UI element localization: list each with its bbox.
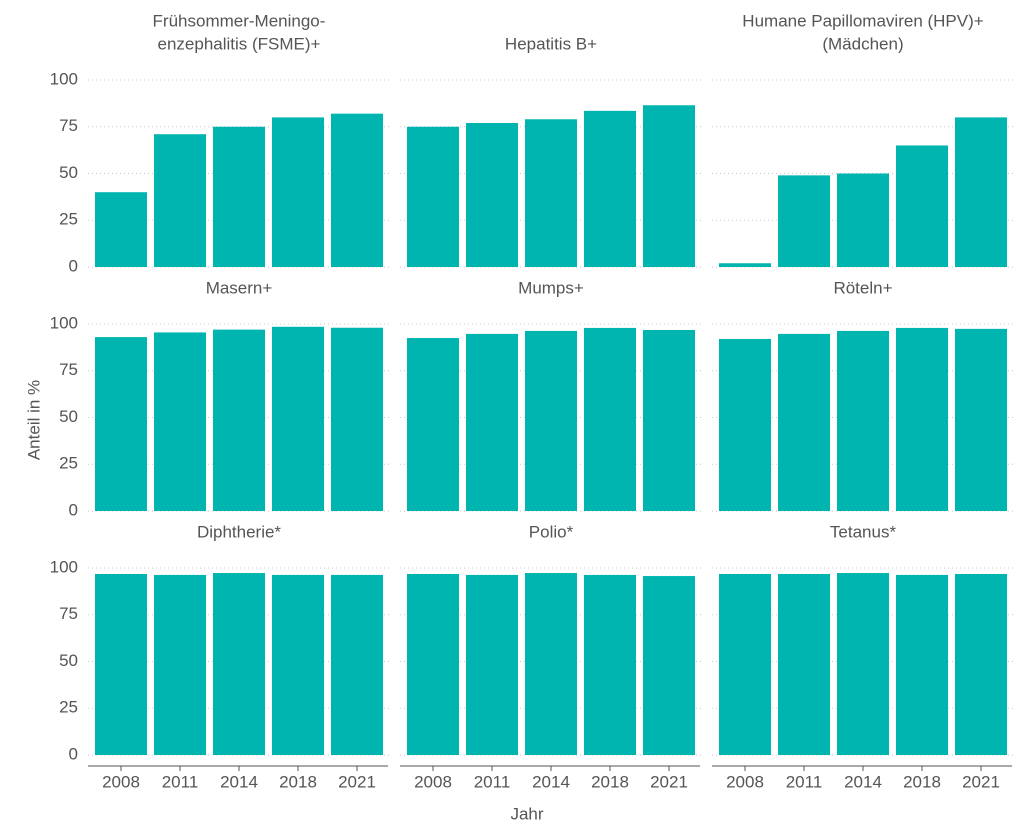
bar [896, 574, 948, 755]
bar [525, 119, 577, 268]
panel-title: Tetanus* [830, 522, 897, 541]
bar [466, 574, 518, 755]
bar [584, 110, 636, 267]
panel-title: Diphtherie* [197, 522, 281, 541]
x-tick-label: 2011 [162, 772, 199, 791]
bar [896, 145, 948, 267]
bar [331, 327, 383, 511]
bar [213, 126, 265, 267]
panel-title: Masern+ [206, 278, 273, 297]
bar [719, 573, 771, 755]
x-tick-label: 2021 [650, 772, 688, 791]
panel-title: Röteln+ [833, 278, 892, 297]
x-tick-label: 2018 [279, 772, 317, 791]
x-tick-label: 2008 [102, 772, 140, 791]
panel-title: Polio* [529, 522, 574, 541]
x-tick-label: 2014 [220, 772, 258, 791]
bar [95, 337, 147, 511]
y-tick-label: 0 [69, 500, 78, 519]
bar [407, 338, 459, 511]
bar [407, 573, 459, 755]
y-tick-label: 0 [69, 744, 78, 763]
bar [213, 573, 265, 755]
y-tick-label: 50 [59, 651, 78, 670]
bar [525, 330, 577, 511]
panel-title: enzephalitis (FSME)+ [158, 34, 321, 53]
bar [272, 326, 324, 511]
panel-title: Frühsommer-Meningo- [153, 11, 326, 30]
bar [643, 105, 695, 268]
y-tick-label: 75 [59, 116, 78, 135]
bar [955, 328, 1007, 511]
bar [213, 329, 265, 511]
panel-title: Humane Papillomaviren (HPV)+ [742, 11, 983, 30]
y-tick-label: 100 [50, 557, 78, 576]
bar [643, 329, 695, 511]
panel-title: Mumps+ [518, 278, 584, 297]
bar [955, 117, 1007, 268]
bar [272, 574, 324, 755]
x-tick-label: 2008 [726, 772, 764, 791]
bar [837, 330, 889, 511]
bar [955, 573, 1007, 755]
x-tick-label: 2014 [532, 772, 570, 791]
bar [584, 327, 636, 511]
x-tick-label: 2021 [962, 772, 1000, 791]
bar [778, 573, 830, 755]
bar [407, 126, 459, 267]
bar [466, 123, 518, 267]
panel-title: (Mädchen) [822, 34, 903, 53]
y-tick-label: 50 [59, 163, 78, 182]
bar [837, 173, 889, 267]
y-tick-label: 100 [50, 69, 78, 88]
bar [719, 263, 771, 267]
bar [466, 333, 518, 511]
bar [778, 333, 830, 511]
bar [525, 573, 577, 755]
bar [719, 338, 771, 511]
y-tick-label: 100 [50, 313, 78, 332]
bar [778, 175, 830, 267]
bar [154, 332, 206, 511]
x-tick-label: 2021 [338, 772, 376, 791]
y-tick-label: 25 [59, 698, 78, 717]
bar [837, 573, 889, 755]
x-axis-label: Jahr [510, 804, 543, 823]
bar [154, 134, 206, 267]
x-tick-label: 2011 [474, 772, 511, 791]
bar [272, 117, 324, 268]
bar [95, 192, 147, 267]
bar [154, 574, 206, 755]
y-tick-label: 75 [59, 360, 78, 379]
x-tick-label: 2008 [414, 772, 452, 791]
bar [331, 574, 383, 755]
bar [331, 113, 383, 267]
y-tick-label: 50 [59, 407, 78, 426]
bar [896, 327, 948, 511]
y-axis-label: Anteil in % [24, 380, 43, 460]
x-tick-label: 2011 [786, 772, 823, 791]
x-tick-label: 2014 [844, 772, 882, 791]
bar [643, 576, 695, 755]
y-tick-label: 75 [59, 604, 78, 623]
bar [584, 574, 636, 755]
y-tick-label: 25 [59, 454, 78, 473]
panel-title: Hepatitis B+ [505, 34, 597, 53]
bar [95, 573, 147, 755]
y-tick-label: 25 [59, 210, 78, 229]
x-tick-label: 2018 [591, 772, 629, 791]
y-tick-label: 0 [69, 256, 78, 275]
x-tick-label: 2018 [903, 772, 941, 791]
